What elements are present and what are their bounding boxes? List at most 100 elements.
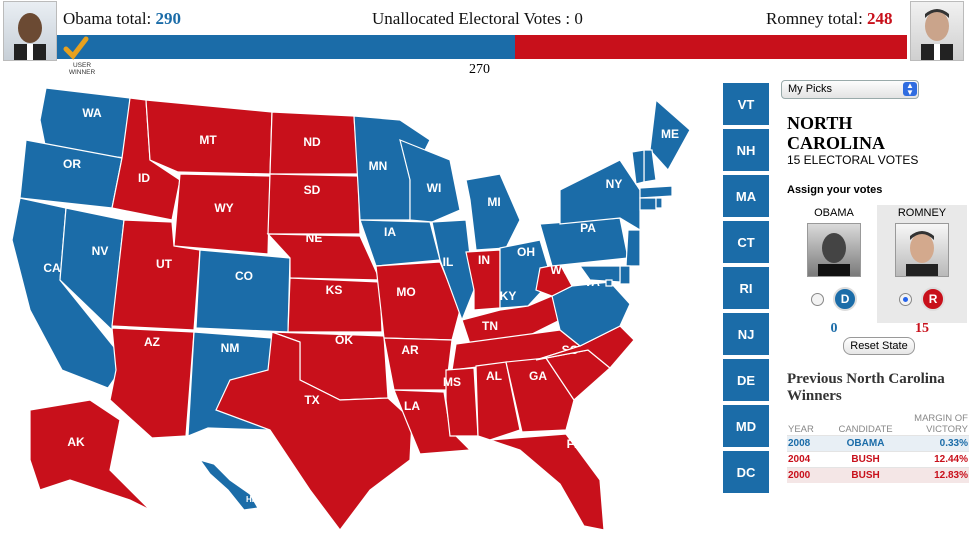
state-ia[interactable] <box>359 219 441 267</box>
small-state-button-vt[interactable]: VT <box>723 83 769 125</box>
state-ak[interactable] <box>29 399 151 511</box>
obama-name: OBAMA <box>814 207 854 219</box>
row-margin: 12.83% <box>905 467 969 483</box>
small-state-button-nh[interactable]: NH <box>723 129 769 171</box>
romney-party-button[interactable]: R <box>921 287 946 311</box>
state-ne[interactable] <box>266 233 381 281</box>
row-year: 2000 <box>787 467 827 483</box>
small-state-button-md[interactable]: MD <box>723 405 769 447</box>
obama-party-button[interactable]: D <box>833 287 858 311</box>
state-in[interactable] <box>465 249 501 311</box>
small-state-button-ct[interactable]: CT <box>723 221 769 263</box>
state-mt[interactable] <box>145 99 273 175</box>
state-label-nm: NM <box>221 341 240 355</box>
state-mi[interactable] <box>465 173 521 251</box>
row-candidate: BUSH <box>826 467 905 483</box>
reset-state-button[interactable]: Reset State <box>843 337 915 355</box>
state-dc[interactable] <box>605 279 613 287</box>
state-label-wy: WY <box>214 201 233 215</box>
state-label-me: ME <box>661 127 679 141</box>
state-la[interactable] <box>393 389 472 455</box>
state-label-mo: MO <box>396 285 415 299</box>
state-il[interactable] <box>431 219 475 322</box>
state-label-ms: MS <box>443 375 461 389</box>
row-year: 2004 <box>787 451 827 468</box>
state-label-al: AL <box>486 369 502 383</box>
state-vt[interactable] <box>631 149 645 185</box>
state-label-ga: GA <box>529 369 547 383</box>
small-state-button-ri[interactable]: RI <box>723 267 769 309</box>
state-label-ut: UT <box>156 257 173 271</box>
obama-radio[interactable] <box>810 292 824 306</box>
state-de[interactable] <box>619 265 631 285</box>
state-label-ca: CA <box>43 261 61 275</box>
state-wy[interactable] <box>173 173 271 255</box>
state-label-mn: MN <box>369 159 388 173</box>
small-state-button-ma[interactable]: MA <box>723 175 769 217</box>
unallocated-label: Unallocated Electoral Votes : <box>372 9 571 28</box>
electoral-votes-count: 15 ELECTORAL VOTES <box>787 153 919 167</box>
romney-bar-segment <box>515 35 907 59</box>
state-ri[interactable] <box>655 197 663 209</box>
romney-candidate-card: ROMNEY R 15 <box>877 205 967 336</box>
row-margin: 0.33% <box>905 435 969 452</box>
romney-name: ROMNEY <box>897 207 947 219</box>
picks-dropdown[interactable]: My Picks ▲ ▼ <box>781 80 919 99</box>
state-label-ia: IA <box>384 225 396 239</box>
state-ks[interactable] <box>287 277 383 333</box>
state-label-ak: AK <box>67 435 85 449</box>
checkmark-icon <box>63 36 89 60</box>
state-mo[interactable] <box>375 261 461 341</box>
user-winner-label: USER WINNER <box>68 62 96 76</box>
state-label-oh: OH <box>517 245 535 259</box>
state-label-wv: WV <box>550 263 569 277</box>
totals-header: Obama total: 290 Unallocated Electoral V… <box>0 0 969 62</box>
state-label-fl: FL <box>567 437 582 451</box>
small-state-button-de[interactable]: DE <box>723 359 769 401</box>
state-label-tn: TN <box>482 319 498 333</box>
state-label-wi: WI <box>427 181 442 195</box>
state-nj[interactable] <box>625 229 641 267</box>
state-md[interactable] <box>578 265 621 283</box>
state-co[interactable] <box>195 249 291 333</box>
state-ny[interactable] <box>559 159 641 232</box>
state-fl[interactable] <box>489 433 605 530</box>
state-label-in: IN <box>478 253 490 267</box>
state-label-ar: AR <box>401 343 419 357</box>
state-label-hi: HI <box>246 495 254 504</box>
previous-winners-table: YEAR CANDIDATE MARGIN OF VICTORY 2008 OB… <box>787 413 969 483</box>
state-label-il: IL <box>443 255 454 269</box>
col-year: YEAR <box>788 424 814 435</box>
state-al[interactable] <box>475 361 521 441</box>
state-hi[interactable] <box>198 458 259 511</box>
table-row: 2004 BUSH 12.44% <box>787 451 969 468</box>
obama-avatar <box>3 1 57 61</box>
state-label-ks: KS <box>326 283 343 297</box>
obama-total-label: Obama total: <box>63 9 152 28</box>
state-ct[interactable] <box>639 197 657 211</box>
romney-radio[interactable] <box>898 292 912 306</box>
state-tx[interactable] <box>215 331 413 530</box>
state-ma[interactable] <box>639 185 673 199</box>
romney-total-label: Romney total: <box>766 9 863 28</box>
romney-photo <box>895 223 949 277</box>
col-margin: MARGIN OF VICTORY <box>914 413 968 435</box>
us-electoral-map: WA OR CA NV ID MT WY UT AZ CO NM ND SD NE KS OK TX MN IA MO… <box>11 87 691 530</box>
romney-total-value: 248 <box>867 9 893 28</box>
state-sd[interactable] <box>267 173 361 235</box>
row-year: 2008 <box>787 435 827 452</box>
state-ms[interactable] <box>445 367 479 437</box>
state-label-tx: TX <box>304 393 319 407</box>
romney-votes: 15 <box>915 321 929 336</box>
state-va[interactable] <box>551 281 631 347</box>
state-me[interactable] <box>649 98 691 172</box>
obama-bar-segment <box>57 35 515 59</box>
small-state-button-dc[interactable]: DC <box>723 451 769 493</box>
state-label-ky: KY <box>500 289 517 303</box>
small-states-column: VT NH MA CT RI NJ DE MD DC <box>723 83 770 497</box>
small-state-button-nj[interactable]: NJ <box>723 313 769 355</box>
romney-avatar <box>910 1 964 61</box>
electoral-vote-bar <box>57 35 907 59</box>
threshold-270-label: 270 <box>469 62 490 77</box>
state-name-line2: CAROLINA <box>787 133 886 153</box>
